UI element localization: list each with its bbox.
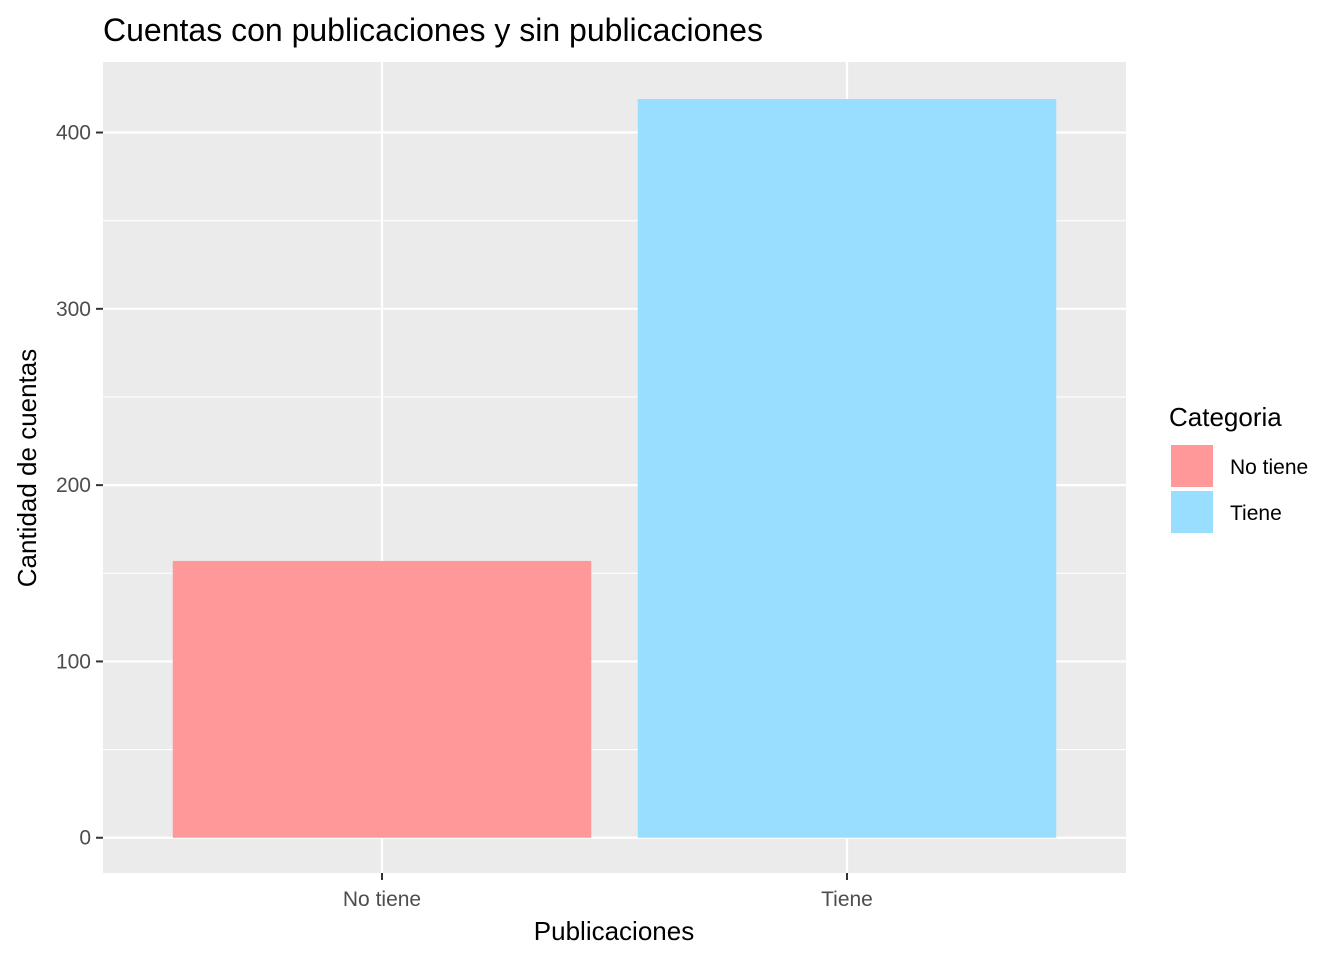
legend-label: No tiene	[1230, 456, 1308, 479]
legend-label: Tiene	[1230, 502, 1282, 525]
legend-title: Categoria	[1169, 402, 1282, 432]
y-tick-label: 100	[56, 650, 91, 673]
y-tick-label: 300	[56, 298, 91, 321]
legend: Categoria No tiene Tiene	[1169, 402, 1308, 535]
x-tick-label: Tiene	[821, 888, 873, 911]
chart-title: Cuentas con publicaciones y sin publicac…	[103, 12, 763, 48]
x-axis: No tiene Tiene	[343, 873, 873, 911]
legend-swatch	[1169, 489, 1215, 535]
bars	[172, 99, 1057, 838]
legend-swatch	[1169, 443, 1215, 489]
y-tick-label: 200	[56, 474, 91, 497]
y-axis-title: Cantidad de cuentas	[12, 349, 42, 588]
y-axis: 0 100 200 300 400	[56, 122, 103, 850]
bar	[172, 560, 592, 838]
y-tick-label: 400	[56, 122, 91, 145]
bar	[637, 99, 1057, 838]
x-axis-title: Publicaciones	[534, 916, 694, 946]
y-tick-label: 0	[79, 827, 91, 850]
x-tick-label: No tiene	[343, 888, 421, 911]
